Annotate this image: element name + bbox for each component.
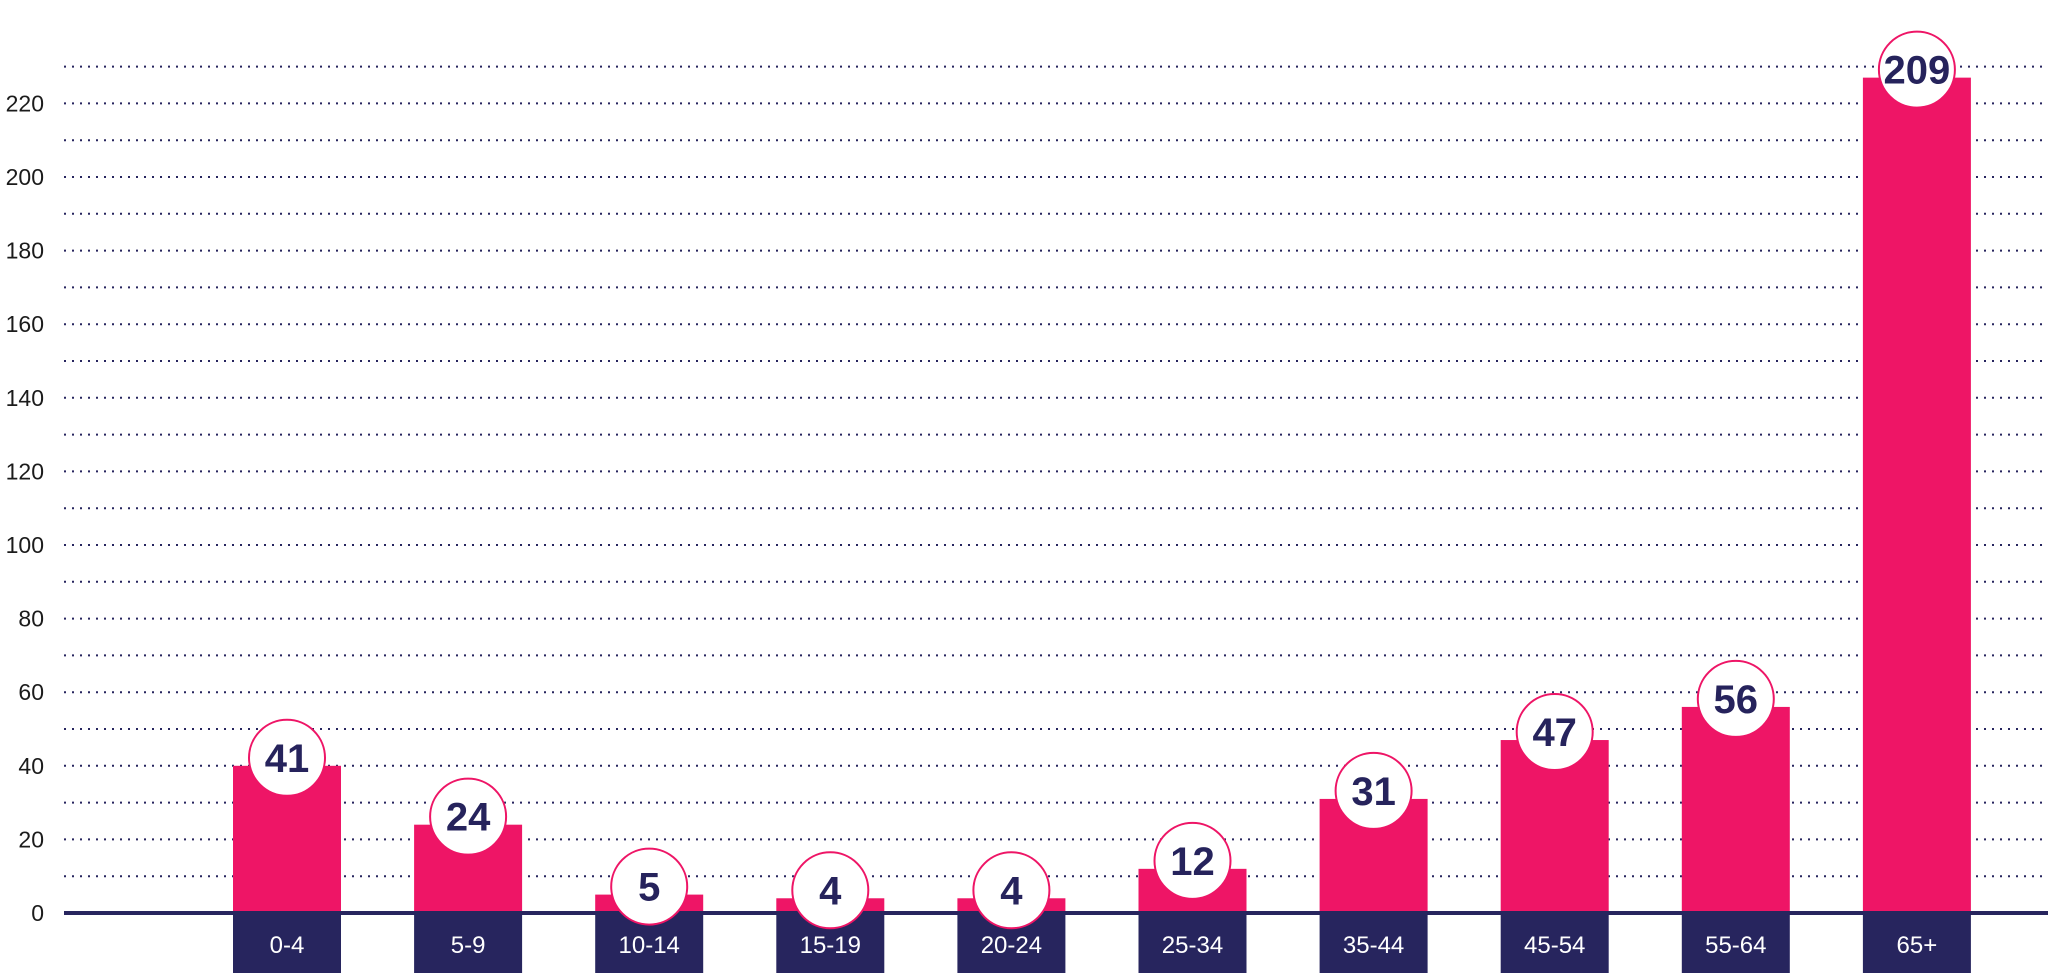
- y-tick-label: 20: [18, 826, 44, 852]
- category-box: [1862, 913, 1971, 973]
- category-label: 0-4: [270, 932, 305, 959]
- value-circle: [972, 851, 1051, 930]
- y-tick-label: 60: [18, 679, 44, 705]
- data-label: 56: [1714, 678, 1759, 722]
- value-circle: [1153, 821, 1232, 900]
- value-circle: [610, 847, 689, 926]
- category-box: [233, 913, 341, 973]
- value-circle: [248, 718, 326, 797]
- y-tick-label: 0: [31, 900, 44, 926]
- category-box: [1681, 913, 1790, 973]
- data-label: 24: [446, 796, 491, 840]
- bar: [1862, 77, 1971, 913]
- category-box: [1138, 913, 1247, 973]
- data-label: 209: [1884, 49, 1951, 93]
- y-axis-ticks: 0 20 40 60 80 100 120 140 160 180 200 220: [6, 90, 44, 926]
- category-label: 10-14: [619, 932, 680, 959]
- data-label: 4: [819, 869, 842, 913]
- category-box: [1319, 913, 1428, 973]
- category-box: [414, 913, 523, 973]
- y-tick-label: 100: [6, 532, 44, 558]
- y-tick-label: 120: [6, 458, 44, 484]
- y-tick-label: 40: [18, 753, 44, 779]
- category-label: 25-34: [1162, 932, 1223, 959]
- y-tick-label: 160: [6, 311, 44, 337]
- y-tick-label: 180: [6, 238, 44, 264]
- y-tick-label: 220: [6, 90, 44, 116]
- data-label: 41: [265, 737, 310, 781]
- value-labels: 41 24 5 4 4 12 31 47 56 209: [248, 30, 1956, 930]
- bar: [1681, 706, 1790, 913]
- category-label: 55-64: [1705, 932, 1766, 959]
- value-circle: [429, 777, 508, 856]
- data-label: 31: [1351, 770, 1396, 814]
- data-label: 4: [1000, 869, 1023, 913]
- category-labels: 0-4 5-9 10-14 15-19 20-24 25-34 35-44 45-54 55-6…: [233, 913, 1971, 973]
- y-tick-label: 200: [6, 164, 44, 190]
- data-label: 5: [638, 866, 660, 910]
- value-circle: [1334, 751, 1413, 830]
- value-circle: [1696, 659, 1775, 738]
- category-label: 35-44: [1343, 932, 1404, 959]
- value-circle: [1515, 693, 1594, 772]
- gridlines: [64, 65, 2048, 878]
- category-box: [1500, 913, 1609, 973]
- data-label: 47: [1532, 711, 1577, 755]
- category-label: 45-54: [1524, 932, 1585, 959]
- category-label: 65+: [1897, 932, 1938, 959]
- value-circle: [1877, 30, 1956, 109]
- value-circle: [791, 851, 870, 930]
- category-label: 20-24: [981, 932, 1042, 959]
- y-tick-label: 80: [18, 606, 44, 632]
- data-label: 12: [1170, 840, 1215, 884]
- y-tick-label: 140: [6, 385, 44, 411]
- category-label: 15-19: [800, 932, 861, 959]
- category-label: 5-9: [451, 932, 486, 959]
